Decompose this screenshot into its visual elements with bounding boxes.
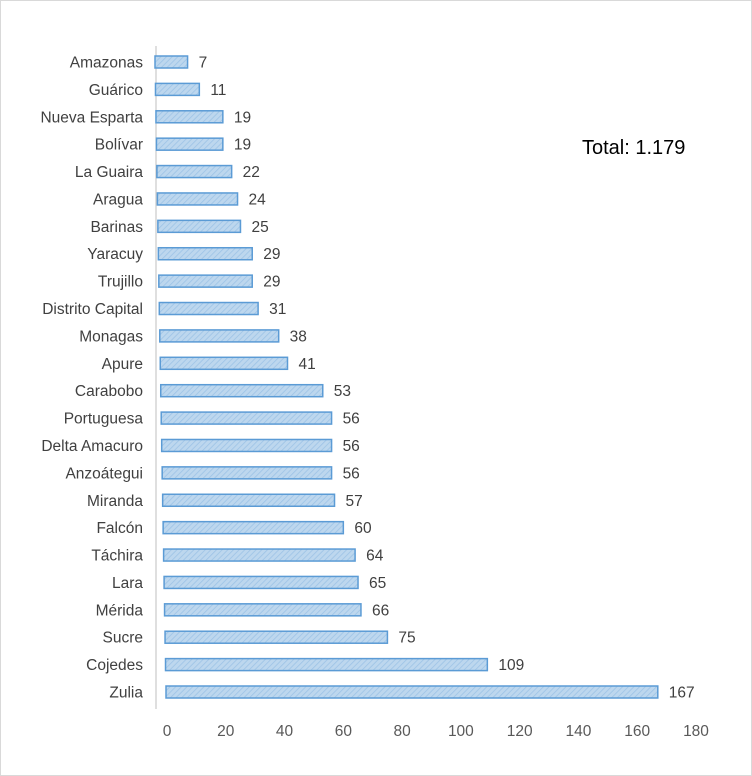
value-label: 31 (269, 301, 286, 318)
x-tick-label: 20 (217, 723, 235, 740)
bar (160, 411, 333, 425)
category-label: Yaracuy (87, 246, 143, 263)
category-label: Barinas (90, 219, 143, 236)
bar (165, 685, 659, 699)
value-label: 64 (366, 548, 384, 565)
value-label: 65 (369, 575, 386, 592)
value-label: 56 (343, 411, 360, 428)
category-label: Distrito Capital (42, 301, 143, 318)
category-label: Trujillo (98, 274, 143, 291)
total-annotation: Total: 1.179 (582, 137, 686, 159)
value-label: 29 (263, 246, 280, 263)
x-tick-label: 120 (507, 723, 533, 740)
value-label: 109 (498, 657, 524, 674)
bar (158, 301, 259, 316)
bar (154, 82, 201, 97)
value-label: 11 (210, 82, 226, 99)
x-tick-label: 40 (276, 723, 294, 740)
bar (159, 329, 280, 343)
bar (161, 466, 333, 480)
category-label: Sucre (103, 630, 144, 647)
category-label: Miranda (87, 493, 143, 510)
value-label: 75 (398, 630, 415, 647)
bar (162, 520, 345, 535)
value-label: 41 (298, 356, 315, 373)
category-label: Monagas (79, 328, 143, 345)
x-tick-label: 0 (163, 723, 172, 740)
bar (160, 438, 333, 453)
value-label: 56 (343, 438, 360, 455)
bar (161, 493, 336, 508)
bar (162, 548, 356, 562)
value-label: 167 (669, 685, 695, 702)
category-label: Carabobo (75, 383, 143, 400)
value-label: 66 (372, 602, 389, 619)
bar (158, 274, 253, 288)
bar (159, 356, 289, 371)
category-label: Delta Amacuro (41, 438, 143, 455)
bar (156, 192, 239, 206)
category-label: Amazonas (70, 55, 143, 72)
category-label: La Guaira (75, 164, 143, 181)
bar (164, 630, 389, 644)
category-label: Mérida (96, 602, 144, 619)
bar (159, 383, 324, 398)
value-label: 57 (346, 493, 363, 510)
value-label: 19 (234, 137, 251, 154)
bar (156, 164, 233, 179)
x-tick-label: 140 (566, 723, 592, 740)
value-label: 38 (290, 328, 307, 345)
category-label: Lara (112, 575, 143, 592)
bar (157, 219, 242, 234)
value-label: 19 (234, 109, 251, 126)
value-label: 22 (243, 164, 260, 181)
bar (164, 657, 489, 672)
bar (157, 246, 253, 261)
category-label: Nueva Esparta (40, 109, 143, 126)
value-label: 29 (263, 274, 280, 291)
category-label: Zulia (109, 685, 143, 702)
value-label: 25 (251, 219, 268, 236)
value-label: 60 (354, 520, 372, 537)
x-tick-label: 60 (335, 723, 353, 740)
value-label: 24 (249, 191, 267, 208)
category-label: Aragua (93, 191, 143, 208)
category-label: Táchira (91, 548, 143, 565)
category-label: Falcón (96, 520, 143, 537)
category-label: Portuguesa (64, 411, 144, 428)
category-label: Cojedes (86, 657, 143, 674)
bar (155, 110, 224, 124)
value-label: 53 (334, 383, 351, 400)
value-label: 7 (199, 55, 208, 72)
category-label: Apure (102, 356, 143, 373)
category-label: Guárico (89, 82, 143, 99)
x-tick-label: 100 (448, 723, 474, 740)
x-tick-label: 80 (393, 723, 411, 740)
category-label: Bolívar (95, 137, 143, 154)
bar (163, 603, 362, 617)
x-tick-label: 180 (683, 723, 709, 740)
category-label: Anzoátegui (65, 465, 143, 482)
bar (155, 137, 224, 151)
value-label: 56 (343, 465, 360, 482)
bar (154, 55, 189, 69)
bar (163, 575, 359, 590)
x-tick-label: 160 (624, 723, 650, 740)
